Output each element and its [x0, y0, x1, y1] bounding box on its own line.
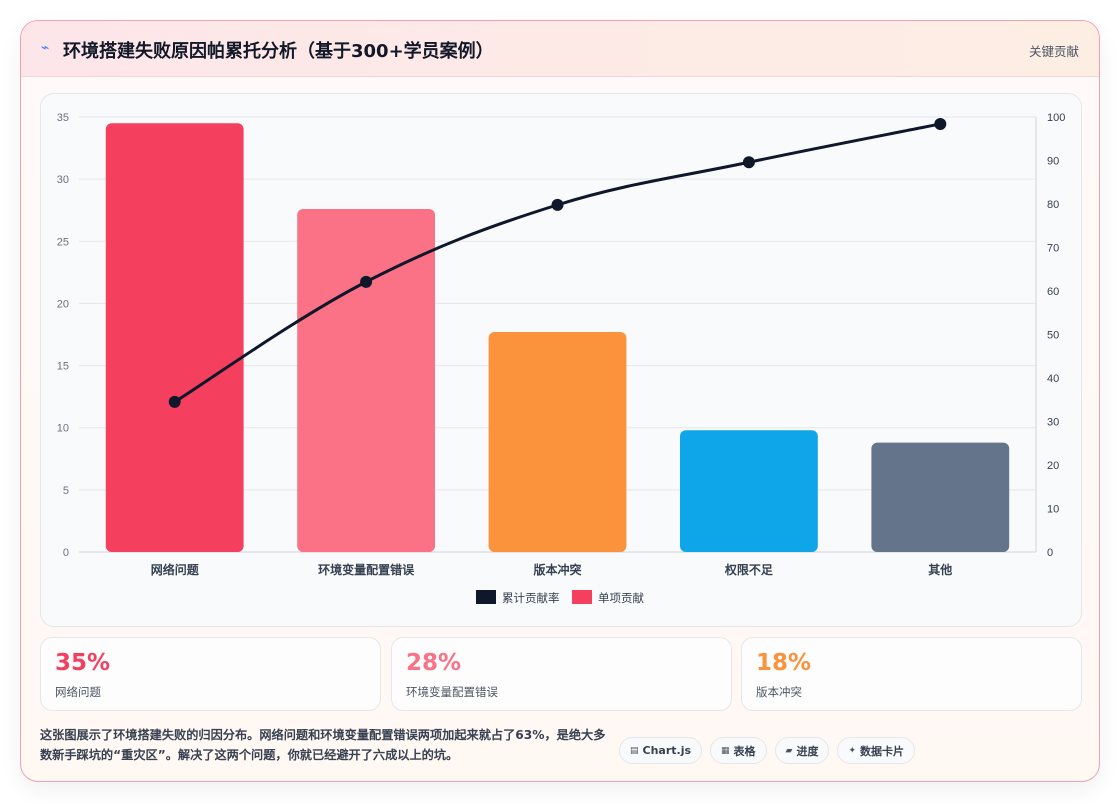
- page-title: 环境搭建失败原因帕累托分析（基于300+学员案例）: [63, 41, 494, 62]
- x-tick-label: 网络问题: [151, 562, 200, 577]
- chart-panel: 0 5 10 15 20 25 30 35 0 10 20 30 40 50 60 70 80 90 100 网络问题…: [40, 93, 1082, 627]
- tag-table[interactable]: ▦ 表格: [710, 737, 767, 764]
- y-tick-label-right: 50: [1047, 330, 1059, 342]
- y-tick-label-right: 30: [1047, 417, 1059, 429]
- y-tick-label-left: 25: [57, 236, 69, 248]
- tag-list: ▤ Chart.js ▦ 表格 ▰ 进度 ✦ 数据卡片: [619, 737, 916, 764]
- x-tick-label: 版本冲突: [533, 562, 581, 577]
- header-badge: 关键贡献: [1028, 44, 1079, 59]
- legend-label: 累计贡献率: [502, 591, 560, 605]
- bar: [679, 430, 818, 552]
- bar: [105, 123, 244, 552]
- stat-label: 版本冲突: [756, 685, 802, 699]
- bar: [297, 208, 436, 552]
- stat-value: 18%: [756, 650, 812, 676]
- y-tick-label-right: 90: [1047, 156, 1059, 168]
- cumulative-point: [551, 198, 564, 211]
- y-tick-label-right: 80: [1047, 199, 1059, 211]
- y-tick-label-left: 10: [57, 423, 69, 435]
- y-tick-label-right: 70: [1047, 243, 1059, 255]
- tag-label: 表格: [733, 744, 756, 758]
- description: 这张图展示了环境搭建失败的归因分布。网络问题和环境变量配置错误两项加起来就占了6…: [40, 728, 606, 762]
- cumulative-point: [934, 117, 947, 130]
- legend-swatch: [572, 590, 592, 604]
- y-tick-label-left: 30: [57, 174, 69, 186]
- y-tick-label-left: 5: [63, 485, 69, 497]
- tag-chartjs[interactable]: ▤ Chart.js: [619, 737, 703, 764]
- tag-progress[interactable]: ▰ 进度: [774, 737, 830, 764]
- x-tick-label: 其他: [928, 562, 952, 577]
- x-tick-label: 权限不足: [724, 562, 773, 577]
- y-tick-label-right: 20: [1047, 460, 1059, 472]
- stat-card-env-config: 28% 环境变量配置错误: [391, 637, 732, 711]
- stat-value: 28%: [406, 650, 462, 676]
- tag-label: Chart.js: [642, 744, 692, 757]
- y-tick-label-right: 10: [1047, 504, 1059, 516]
- legend-label: 单项贡献: [598, 591, 644, 605]
- y-tick-label-left: 20: [57, 298, 69, 310]
- y-tick-label-right: 40: [1047, 373, 1059, 385]
- y-tick-label-right: 0: [1047, 547, 1053, 559]
- pareto-chart: 0 5 10 15 20 25 30 35 0 10 20 30 40 50 60 70 80 90 100 网络问题…: [57, 112, 1066, 605]
- tag-data-card[interactable]: ✦ 数据卡片: [837, 737, 916, 764]
- main-card: ⌁ 环境搭建失败原因帕累托分析（基于300+学员案例） 关键贡献 0 5 10 15 2…: [20, 20, 1100, 782]
- chart-icon: ⌁: [41, 40, 50, 56]
- stat-card-network: 35% 网络问题: [40, 637, 381, 711]
- y-tick-label-left: 0: [63, 547, 69, 559]
- tag-label: 进度: [796, 744, 819, 758]
- sparkle-icon: ✦: [848, 745, 857, 756]
- y-tick-label-left: 15: [57, 361, 69, 373]
- legend-swatch: [476, 590, 496, 604]
- stat-label: 网络问题: [55, 685, 101, 699]
- y-tick-label-right: 60: [1047, 286, 1059, 298]
- header: ⌁ 环境搭建失败原因帕累托分析（基于300+学员案例） 关键贡献: [21, 21, 1099, 77]
- progress-icon: ▰: [785, 745, 793, 756]
- x-tick-label: 环境变量配置错误: [318, 562, 415, 577]
- stat-label: 环境变量配置错误: [406, 685, 498, 699]
- bar: [871, 442, 1010, 552]
- y-tick-label-left: 35: [57, 112, 69, 124]
- chart-icon: ▤: [630, 745, 639, 756]
- tag-label: 数据卡片: [860, 744, 905, 758]
- stat-card-version: 18% 版本冲突: [741, 637, 1082, 711]
- cumulative-point: [360, 275, 373, 288]
- table-icon: ▦: [721, 745, 730, 756]
- cumulative-point: [742, 156, 755, 169]
- cumulative-point: [168, 395, 181, 408]
- y-tick-label-right: 100: [1047, 112, 1065, 124]
- bar: [488, 332, 627, 552]
- stat-value: 35%: [55, 650, 111, 676]
